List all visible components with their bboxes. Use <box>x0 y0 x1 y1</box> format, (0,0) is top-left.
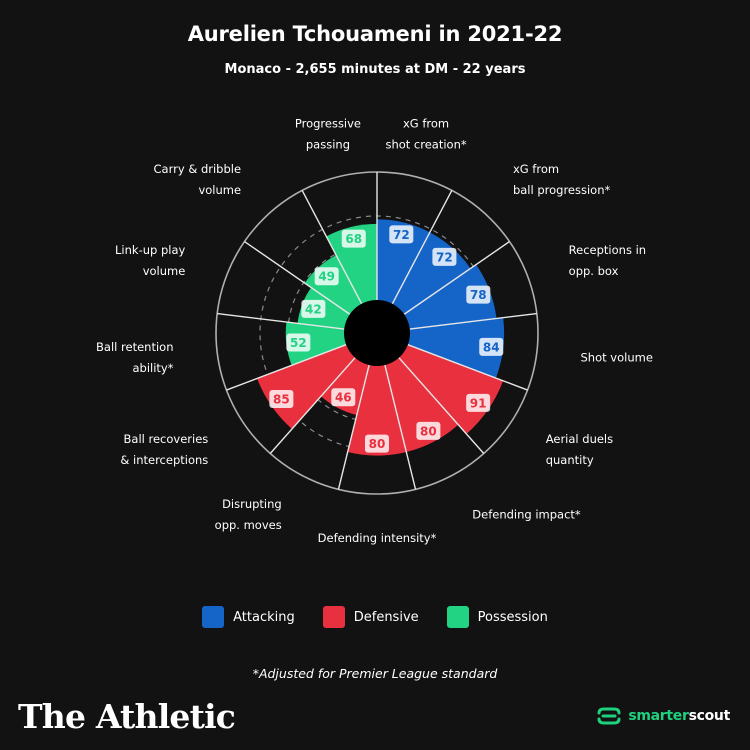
value-label: 72 <box>432 247 457 266</box>
svg-text:72: 72 <box>436 250 453 264</box>
svg-text:78: 78 <box>470 288 487 302</box>
chart-value-labels: 72 72 78 84 91 80 80 46 85 52 42 49 68 <box>269 225 504 453</box>
the-athletic-logo: The Athletic <box>18 697 236 736</box>
smarterscout-logo: smarterscout <box>596 706 730 726</box>
legend-item-possession: Possession <box>446 606 548 628</box>
chart-spokes <box>217 172 537 490</box>
chart-title: Aurelien Tchouameni in 2021-22 <box>187 22 563 46</box>
legend-item-defensive: Defensive <box>322 606 419 628</box>
svg-text:84: 84 <box>483 340 500 354</box>
svg-text:68: 68 <box>345 232 362 246</box>
category-label: Disrupting opp. moves <box>215 497 282 532</box>
value-label: 84 <box>479 337 504 356</box>
category-label: Defending intensity* <box>318 531 437 545</box>
svg-text:42: 42 <box>305 302 322 316</box>
value-label: 49 <box>314 267 339 286</box>
legend-swatch <box>202 606 225 628</box>
chart-category-labels: xG from shot creation* xG from ball progres… <box>96 116 653 545</box>
value-label: 78 <box>466 285 491 304</box>
spoke <box>337 364 370 490</box>
legend-swatch <box>322 606 345 628</box>
category-label: xG from shot creation* <box>385 116 466 151</box>
svg-text:49: 49 <box>318 270 335 284</box>
spoke <box>217 312 345 330</box>
legend-label: Defensive <box>353 609 419 625</box>
bar-3 <box>377 264 497 333</box>
legend-item-attacking: Attacking <box>202 606 295 628</box>
value-label: 91 <box>466 393 491 412</box>
svg-text:80: 80 <box>369 437 386 451</box>
spoke <box>226 344 347 391</box>
legend: Attacking Defensive Possession <box>0 606 750 628</box>
value-label: 72 <box>389 225 414 244</box>
footnote: *Adjusted for Premier League standard <box>252 666 498 681</box>
spoke <box>409 312 537 330</box>
spoke <box>384 364 417 490</box>
smarterscout-suffix: scout <box>688 708 731 724</box>
spoke <box>244 240 351 315</box>
category-label: Ball retention ability* <box>96 340 174 375</box>
value-label: 80 <box>416 421 441 440</box>
spoke <box>407 344 528 391</box>
smarterscout-prefix: smarter <box>628 708 689 724</box>
svg-text:52: 52 <box>290 336 307 350</box>
smarterscout-logo-icon <box>597 707 621 725</box>
category-label: Ball recoveries & interceptions <box>120 432 208 467</box>
spoke <box>301 190 363 305</box>
value-label: 80 <box>365 434 389 453</box>
spoke <box>403 240 510 315</box>
svg-text:46: 46 <box>335 391 352 405</box>
category-label: Defending impact* <box>472 508 581 522</box>
chart-center-hole <box>344 300 410 366</box>
svg-text:85: 85 <box>273 393 290 407</box>
svg-text:91: 91 <box>470 396 487 410</box>
value-label: 85 <box>269 390 294 409</box>
category-label: Progressive passing <box>295 116 361 151</box>
category-label: xG from ball progression* <box>513 162 611 197</box>
svg-text:72: 72 <box>393 228 410 242</box>
spoke <box>391 190 453 305</box>
svg-text:80: 80 <box>420 424 437 438</box>
category-label: Receptions in opp. box <box>569 243 646 278</box>
category-label: Aerial duels quantity <box>546 432 613 467</box>
value-label: 46 <box>331 388 356 407</box>
category-label: Link-up play volume <box>115 243 185 278</box>
value-label: 68 <box>341 229 366 248</box>
legend-swatch <box>446 606 469 628</box>
legend-label: Possession <box>477 609 548 625</box>
category-label: Carry & dribble volume <box>154 162 242 197</box>
value-label: 42 <box>301 299 326 318</box>
legend-label: Attacking <box>233 609 295 625</box>
value-label: 52 <box>286 333 311 352</box>
spoke <box>398 357 485 454</box>
chart-subtitle: Monaco - 2,655 minutes at DM - 22 years <box>224 62 526 77</box>
bar-7 <box>347 333 407 456</box>
category-label: Shot volume <box>581 351 653 365</box>
spoke <box>269 357 356 454</box>
